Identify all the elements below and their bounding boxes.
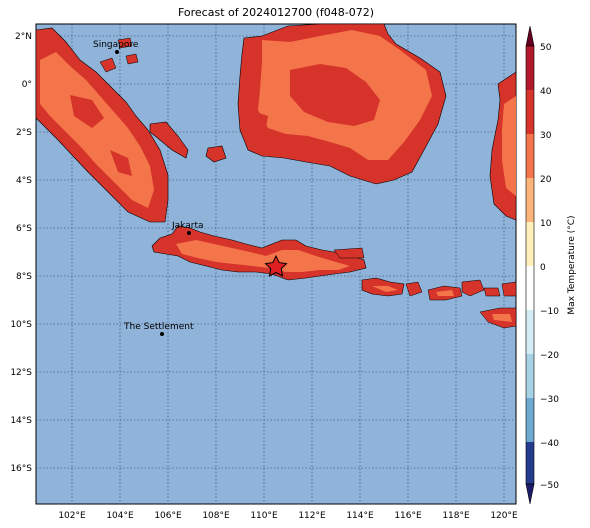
colorbar-top-extend: [525, 25, 535, 47]
colorbar-tick-label: −50: [540, 481, 559, 491]
lon-label: 114°E: [346, 511, 374, 521]
lon-label: 116°E: [394, 511, 422, 521]
colorbar-segment: [526, 398, 534, 442]
colorbar-segment: [526, 178, 534, 222]
lon-label: 104°E: [106, 511, 134, 521]
colorbar-segment: [526, 134, 534, 178]
land-java: [151, 225, 367, 281]
latitude-labels: 2°N 0° 2°S 4°S 6°S 8°S 10°S 12°S 14°S 16…: [10, 32, 32, 474]
map-title: Forecast of 2024012700 (f048-072): [177, 6, 375, 19]
lon-label: 112°E: [298, 511, 326, 521]
colorbar-segment: [526, 46, 534, 90]
land-sumatra: [35, 27, 169, 223]
star-icon: [264, 254, 288, 277]
city-dot-singapore: [115, 50, 119, 54]
lat-label: 6°S: [16, 224, 32, 234]
lat-label: 12°S: [10, 368, 32, 378]
colorbar-tick-label: 0: [540, 263, 546, 273]
lat-label: 0°: [22, 80, 32, 90]
colorbar-segment: [526, 310, 534, 354]
lat-label: 4°S: [16, 176, 32, 186]
colorbar-tick-label: 50: [540, 43, 552, 53]
lat-label: 10°S: [10, 320, 32, 330]
colorbar-tick-label: −40: [540, 439, 559, 449]
land-riau-islands: [99, 37, 139, 73]
lon-label: 120°E: [490, 511, 518, 521]
colorbar-tick-label: 10: [540, 219, 552, 229]
city-dot-jakarta: [187, 231, 191, 235]
land-borneo: [237, 23, 447, 185]
colorbar-segment: [526, 266, 534, 310]
city-label-the-settlement: The Settlement: [123, 322, 194, 332]
colorbar-segment: [526, 354, 534, 398]
city-label-jakarta: Jakarta: [171, 221, 203, 231]
lat-label: 2°S: [16, 128, 32, 138]
colorbar-tick-label: −30: [540, 395, 559, 405]
land-madura-bali: [361, 277, 405, 297]
city-label-singapore: Singapore: [93, 40, 139, 50]
lon-label: 102°E: [58, 511, 86, 521]
land-lesser-sunda: [405, 279, 517, 329]
land-bangka: [149, 121, 227, 163]
colorbar-tick-label: 40: [540, 87, 552, 97]
colorbar: [525, 25, 535, 505]
colorbar-label: Max Temperature (°C): [567, 215, 577, 314]
colorbar-tick-label: 30: [540, 131, 552, 141]
lat-label: 14°S: [10, 416, 32, 426]
lon-label: 108°E: [202, 511, 230, 521]
colorbar-segment: [526, 442, 534, 484]
colorbar-tick-label: −10: [540, 307, 559, 317]
colorbar-frame: [525, 45, 535, 485]
lon-label: 110°E: [250, 511, 278, 521]
lat-label: 8°S: [16, 272, 32, 282]
land-sulawesi: [489, 71, 517, 221]
city-markers: Singapore Jakarta The Settlement: [93, 40, 203, 336]
lon-label: 106°E: [154, 511, 182, 521]
colorbar-segment: [526, 90, 534, 134]
colorbar-tick-label: −20: [540, 351, 559, 361]
colorbar-segment: [526, 222, 534, 266]
colorbar-ticks: 50 40 30 20 10 0 −10 −20 −30 −40 −50: [540, 43, 559, 491]
lat-label: 2°N: [15, 32, 32, 42]
colorbar-bottom-extend: [525, 483, 535, 505]
longitude-labels: 102°E 104°E 106°E 108°E 110°E 112°E 114°…: [58, 511, 518, 521]
lat-label: 16°S: [10, 464, 32, 474]
colorbar-tick-label: 20: [540, 175, 552, 185]
city-dot-the-settlement: [160, 332, 164, 336]
lon-label: 118°E: [442, 511, 470, 521]
